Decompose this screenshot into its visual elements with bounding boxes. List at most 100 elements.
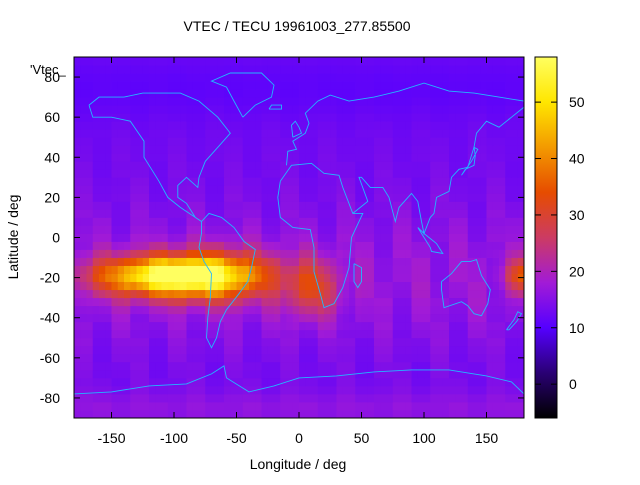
heatmap-cell [442, 57, 450, 66]
heatmap-cell [336, 401, 344, 411]
heatmap-cell [324, 201, 331, 210]
heatmap-cell [461, 129, 469, 138]
heatmap-cell [192, 361, 200, 371]
heatmap-cell [461, 329, 469, 339]
heatmap-cell [367, 249, 375, 258]
heatmap-cell [180, 137, 187, 146]
heatmap-cell [374, 281, 381, 291]
heatmap-cell [317, 377, 325, 387]
heatmap-cell [486, 57, 494, 66]
heatmap-cell [242, 201, 250, 210]
heatmap-cell [361, 241, 369, 250]
heatmap-cell [130, 169, 137, 178]
heatmap-cell [286, 281, 294, 291]
heatmap-cell [161, 225, 169, 234]
heatmap-cell [449, 105, 456, 114]
heatmap-cell [342, 329, 350, 339]
heatmap-cell [436, 73, 444, 82]
heatmap-cell [255, 201, 262, 210]
heatmap-cell [424, 265, 431, 274]
heatmap-cell [80, 409, 87, 419]
heatmap-cell [86, 137, 94, 146]
heatmap-cell [155, 217, 162, 226]
heatmap-cell [499, 297, 506, 307]
heatmap-cell [249, 105, 256, 114]
heatmap-cell [480, 297, 487, 307]
heatmap-cell [349, 313, 356, 323]
heatmap-cell [474, 57, 481, 66]
heatmap-cell [424, 65, 431, 74]
heatmap-cell [374, 337, 381, 347]
heatmap-cell [417, 305, 425, 315]
heatmap-cell [274, 161, 281, 170]
heatmap-cell [155, 73, 162, 82]
heatmap-cell [130, 153, 137, 162]
heatmap-cell [342, 201, 350, 210]
heatmap-cell [92, 257, 100, 266]
heatmap-cell [467, 209, 475, 218]
heatmap-cell [480, 313, 487, 323]
heatmap-cell [355, 113, 362, 122]
heatmap-cell [74, 377, 81, 387]
heatmap-cell [311, 121, 319, 130]
heatmap-cell [167, 353, 175, 363]
heatmap-cell [167, 297, 175, 307]
heatmap-cell [80, 193, 87, 202]
heatmap-cell [449, 57, 456, 66]
heatmap-cell [436, 297, 444, 307]
heatmap-cell [167, 57, 175, 66]
heatmap-cell [311, 217, 319, 226]
heatmap-cell [405, 217, 412, 226]
heatmap-cell [480, 161, 487, 170]
heatmap-cell [299, 257, 306, 266]
heatmap-cell [199, 233, 206, 242]
heatmap-cell [230, 353, 237, 363]
heatmap-cell [267, 97, 275, 106]
heatmap-cell [249, 161, 256, 170]
heatmap-cell [455, 257, 462, 266]
heatmap-cell [224, 129, 231, 138]
heatmap-cell [92, 361, 100, 371]
heatmap-cell [167, 361, 175, 371]
heatmap-cell [436, 97, 444, 106]
heatmap-cell [80, 321, 87, 331]
heatmap-cell [186, 57, 194, 66]
heatmap-cell [205, 89, 212, 98]
heatmap-cell [336, 153, 344, 162]
y-tick-label: 60 [44, 109, 60, 125]
heatmap-cell [199, 241, 206, 250]
heatmap-cell [224, 121, 231, 130]
heatmap-cell [386, 185, 394, 194]
heatmap-cell [174, 201, 181, 210]
heatmap-cell [411, 225, 419, 234]
heatmap-cell [492, 185, 500, 194]
heatmap-cell [80, 169, 87, 178]
heatmap-cell [124, 353, 131, 363]
heatmap-cell [317, 385, 325, 395]
heatmap-cell [480, 401, 487, 411]
heatmap-cell [417, 153, 425, 162]
heatmap-cell [242, 289, 250, 299]
heatmap-cell [505, 89, 512, 98]
heatmap-cell [505, 105, 512, 114]
heatmap-cell [230, 177, 237, 186]
heatmap-cell [505, 353, 512, 363]
heatmap-cell [199, 353, 206, 363]
heatmap-cell [305, 177, 312, 186]
heatmap-cell [192, 137, 200, 146]
heatmap-cell [430, 73, 437, 82]
heatmap-cell [386, 337, 394, 347]
heatmap-cell [205, 377, 212, 387]
heatmap-cell [411, 169, 419, 178]
heatmap-cell [517, 281, 525, 291]
heatmap-cell [449, 193, 456, 202]
heatmap-cell [342, 129, 350, 138]
heatmap-cell [205, 225, 212, 234]
heatmap-cell [192, 313, 200, 323]
heatmap-cell [199, 129, 206, 138]
heatmap-cell [336, 105, 344, 114]
heatmap-cell [211, 345, 219, 355]
heatmap-cell [80, 161, 87, 170]
heatmap-cell [492, 329, 500, 339]
heatmap-cell [392, 73, 400, 82]
